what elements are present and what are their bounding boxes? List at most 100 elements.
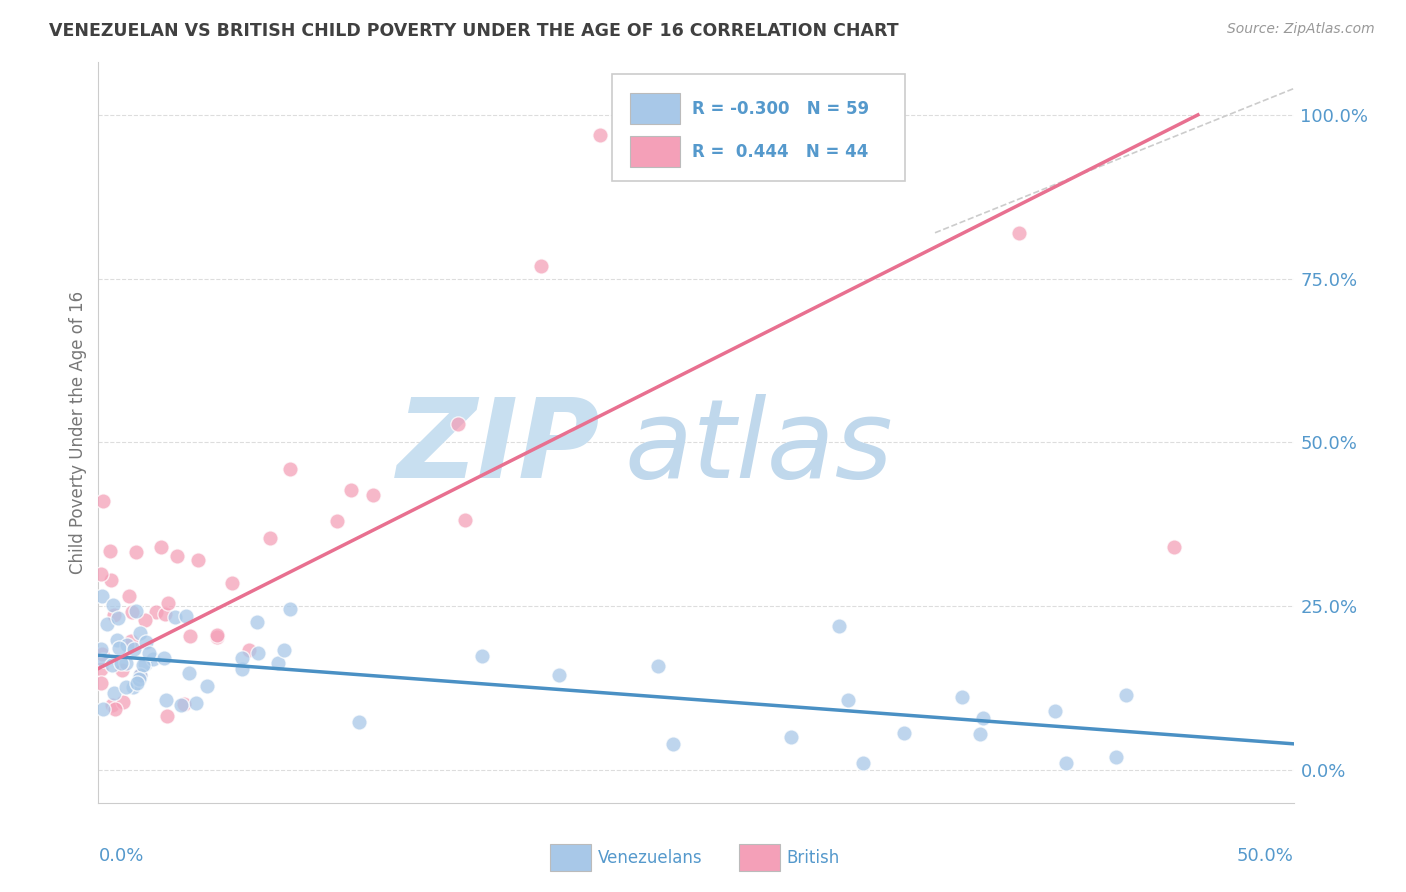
Point [326, 514, 349, 528]
Point [174, 609, 197, 624]
Point [195, 679, 218, 693]
Point [454, 513, 477, 527]
Point [129, 667, 152, 681]
Point [173, 697, 195, 711]
Point [115, 638, 138, 652]
Point [90, 641, 112, 656]
Point [589, 128, 612, 142]
Point [112, 695, 135, 709]
Point [347, 715, 370, 730]
Text: atlas: atlas [624, 394, 893, 501]
Point [128, 668, 150, 682]
Text: R = -0.300   N = 59: R = -0.300 N = 59 [692, 100, 869, 119]
Point [131, 658, 153, 673]
Point [103, 607, 125, 622]
Point [101, 658, 124, 673]
Point [852, 128, 875, 142]
Point [278, 461, 301, 475]
Point [90, 647, 112, 661]
Point [246, 615, 269, 629]
Text: R =  0.444   N = 44: R = 0.444 N = 44 [692, 144, 869, 161]
Point [266, 657, 288, 671]
Text: British: British [787, 848, 839, 867]
Point [231, 651, 253, 665]
Point [363, 488, 385, 502]
Point [142, 652, 165, 666]
Point [238, 643, 260, 657]
Y-axis label: Child Poverty Under the Age of 16: Child Poverty Under the Age of 16 [69, 291, 87, 574]
FancyBboxPatch shape [630, 93, 681, 124]
Point [155, 708, 177, 723]
Point [647, 658, 669, 673]
FancyBboxPatch shape [740, 844, 780, 871]
Point [100, 698, 122, 713]
Point [340, 483, 363, 497]
Text: 0.0%: 0.0% [98, 847, 143, 865]
Point [125, 604, 148, 618]
Point [90, 662, 112, 676]
Point [662, 737, 685, 751]
Text: Source: ZipAtlas.com: Source: ZipAtlas.com [1227, 22, 1375, 37]
Point [91, 653, 114, 667]
Point [91, 702, 114, 716]
Point [96, 617, 118, 632]
Point [165, 610, 187, 624]
Point [530, 259, 553, 273]
Point [166, 549, 188, 563]
Point [447, 417, 470, 431]
Point [128, 672, 150, 686]
Point [138, 646, 160, 660]
Point [893, 726, 915, 740]
Point [111, 663, 134, 677]
Point [103, 686, 125, 700]
Point [231, 662, 253, 676]
Point [120, 633, 142, 648]
Point [91, 590, 114, 604]
Point [804, 128, 827, 142]
FancyBboxPatch shape [630, 136, 681, 167]
Point [121, 605, 143, 619]
Point [1008, 226, 1031, 240]
Text: 50.0%: 50.0% [1237, 847, 1294, 865]
Point [471, 649, 494, 664]
Point [837, 693, 859, 707]
Text: VENEZUELAN VS BRITISH CHILD POVERTY UNDER THE AGE OF 16 CORRELATION CHART: VENEZUELAN VS BRITISH CHILD POVERTY UNDE… [49, 22, 898, 40]
Point [153, 651, 176, 665]
Point [673, 128, 696, 142]
Point [1043, 704, 1066, 718]
Point [98, 544, 121, 558]
Text: ZIP: ZIP [396, 394, 600, 501]
Point [278, 602, 301, 616]
Point [273, 643, 295, 657]
Point [134, 613, 156, 627]
Point [107, 610, 129, 624]
Point [637, 128, 659, 142]
Text: Venezuelans: Venezuelans [598, 848, 703, 867]
Point [129, 626, 152, 640]
Point [205, 630, 228, 644]
Point [950, 690, 973, 704]
Point [828, 619, 851, 633]
Point [548, 667, 571, 681]
Point [184, 696, 207, 710]
FancyBboxPatch shape [550, 844, 591, 871]
Point [259, 532, 281, 546]
Point [110, 656, 132, 670]
Point [170, 698, 193, 713]
Point [153, 607, 176, 621]
Point [1115, 688, 1137, 702]
Point [91, 494, 114, 508]
Point [187, 553, 209, 567]
Point [115, 680, 138, 694]
Point [145, 605, 167, 619]
Point [179, 629, 201, 643]
FancyBboxPatch shape [613, 73, 905, 181]
Point [100, 574, 122, 588]
Point [1163, 541, 1185, 555]
Point [721, 128, 744, 142]
Point [124, 642, 146, 657]
Point [134, 657, 156, 671]
Point [127, 676, 149, 690]
Point [768, 128, 790, 142]
Point [177, 665, 200, 680]
